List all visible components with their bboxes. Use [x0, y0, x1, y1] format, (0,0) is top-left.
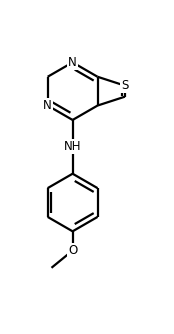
- Text: O: O: [68, 244, 77, 257]
- Text: N: N: [43, 99, 52, 112]
- Text: S: S: [121, 79, 129, 92]
- Text: NH: NH: [64, 140, 81, 153]
- Text: N: N: [68, 56, 77, 69]
